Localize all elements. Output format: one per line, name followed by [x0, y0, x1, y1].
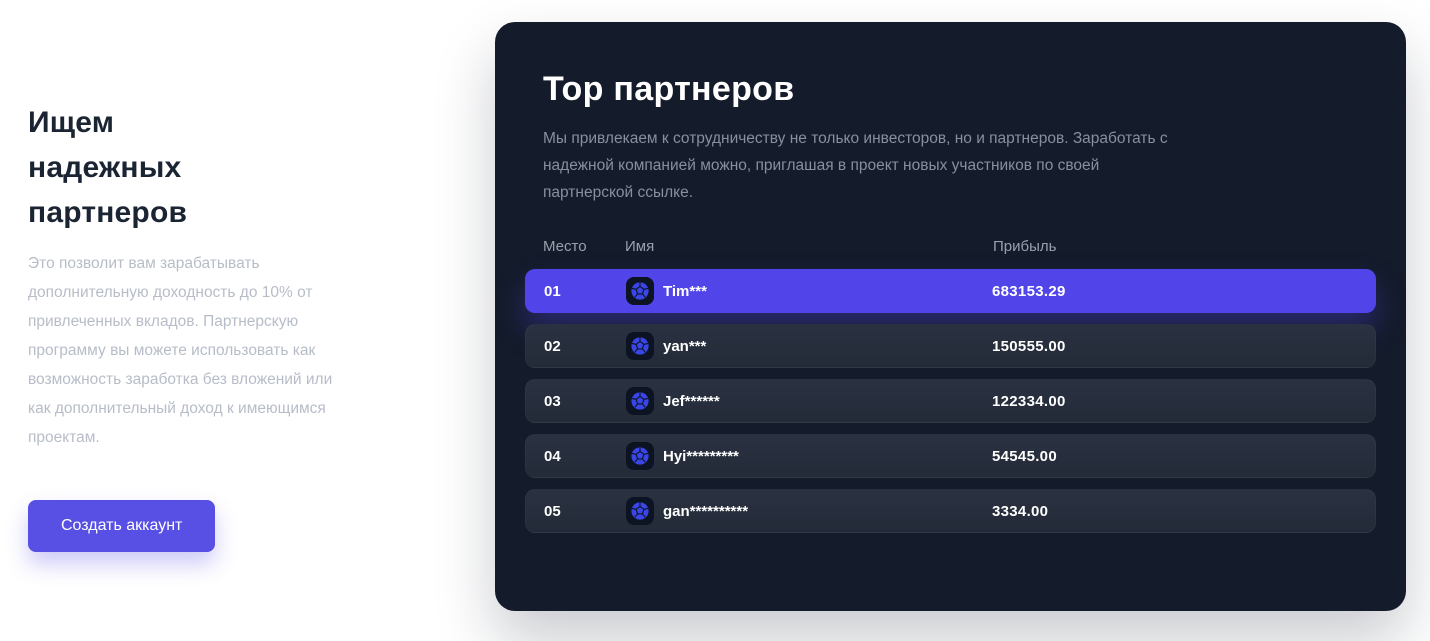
top-partners-card: Top партнеров Мы привлекаем к сотрудниче… [495, 22, 1406, 611]
partner-rank: 05 [544, 502, 561, 520]
column-header-profit: Прибыль [993, 238, 1057, 255]
page-title: Ищем надежных партнеров [28, 106, 188, 229]
table-row: 02 yan*** 150555.00 [525, 324, 1376, 368]
globe-network-icon [626, 387, 654, 415]
partner-rank: 03 [544, 392, 561, 410]
create-account-button[interactable]: Создать аккаунт [28, 500, 216, 552]
partner-rank: 04 [544, 447, 561, 465]
column-header-name: Имя [625, 238, 655, 255]
partner-rank: 02 [544, 337, 561, 355]
partner-profit: 683153.29 [992, 282, 1066, 300]
globe-network-icon [626, 442, 654, 470]
partner-name: Tim*** [663, 282, 707, 300]
partner-profit: 150555.00 [992, 337, 1066, 355]
globe-network-icon [626, 332, 654, 360]
table-row: 05 gan********** 3334.00 [525, 489, 1376, 533]
globe-network-icon [626, 277, 654, 305]
table-row: 04 Hyi********* 54545.00 [525, 434, 1376, 478]
globe-network-icon [626, 497, 654, 525]
card-title: Top партнеров [543, 70, 795, 108]
table-row: 03 Jef****** 122334.00 [525, 379, 1376, 423]
partners-table-header: Место Имя Прибыль [525, 238, 1376, 255]
partner-profit: 54545.00 [992, 447, 1057, 465]
partners-promo-panel: Ищем надежных партнеров Это позволит вам… [28, 100, 348, 552]
column-header-rank: Место [543, 238, 587, 255]
partner-name: Jef****** [663, 392, 720, 410]
promo-description: Это позволит вам зарабатывать дополнител… [28, 255, 333, 446]
partner-name: gan********** [663, 502, 749, 520]
partner-profit: 3334.00 [992, 502, 1049, 520]
partner-profit: 122334.00 [992, 392, 1066, 410]
partner-name: Hyi********* [663, 447, 739, 465]
partner-rank: 01 [544, 282, 561, 300]
partners-table-body: 01 Tim*** 683153.29 02 [525, 269, 1376, 533]
card-subtitle: Мы привлекаем к сотрудничеству не только… [543, 130, 1168, 201]
partner-name: yan*** [663, 337, 707, 355]
table-row: 01 Tim*** 683153.29 [525, 269, 1376, 313]
